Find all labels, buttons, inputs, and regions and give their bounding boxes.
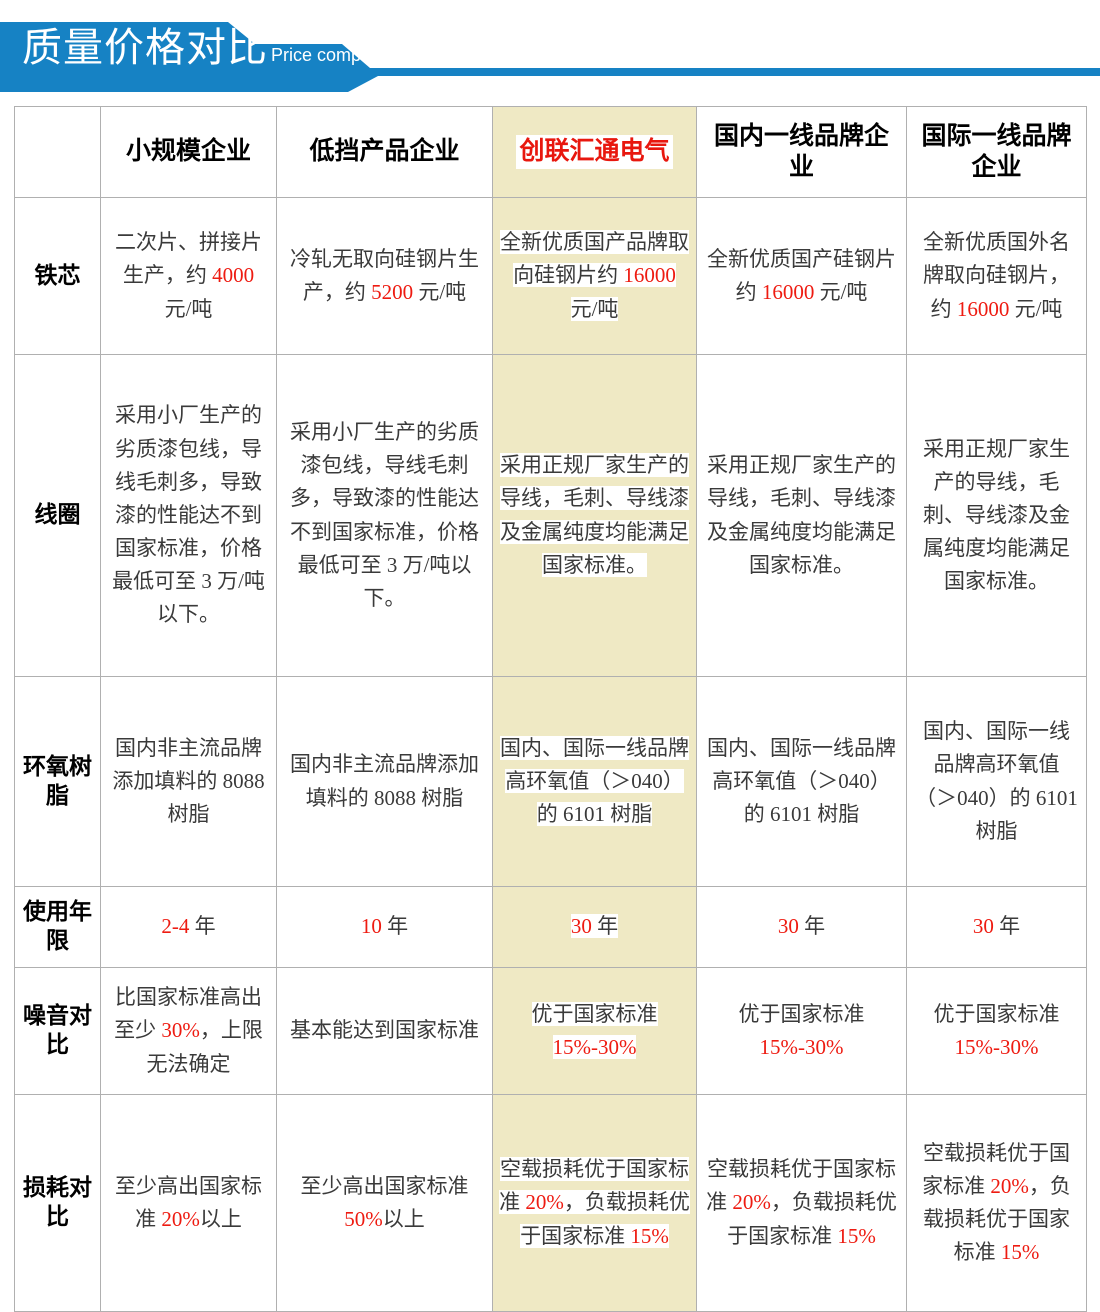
cell-core-low-grade: 冷轧无取向硅钢片生产，约 5200 元/吨 — [276, 197, 493, 355]
header-label: 低挡产品企业 — [309, 138, 460, 166]
cell-coil-chuanglian: 采用正规厂家生产的导线，毛刺、导线漆及金属纯度均能满足国家标准。 — [492, 354, 697, 677]
cell-noise-domestic-top: 优于国家标准 15%-30% — [696, 967, 907, 1095]
cell-loss-low-grade: 至少高出国家标准 50%以上 — [276, 1094, 493, 1312]
cell-core-domestic-top: 全新优质国产硅钢片约 16000 元/吨 — [696, 197, 907, 355]
cell-noise-international-top: 优于国家标准 15%-30% — [906, 967, 1087, 1095]
cell-life-domestic-top: 30 年 — [696, 886, 907, 968]
cell-loss-chuanglian: 空载损耗优于国家标准 20%，负载损耗优于国家标准 15% — [492, 1094, 697, 1312]
cell-loss-small-scale: 至少高出国家标准 20%以上 — [100, 1094, 277, 1312]
cell-coil-low-grade: 采用小厂生产的劣质漆包线，导线毛刺多，导致漆的性能达不到国家标准，价格最低可至 … — [276, 354, 493, 677]
cell-epoxy-chuanglian: 国内、国际一线品牌高环氧值（＞040）的 6101 树脂 — [492, 676, 697, 887]
table-row: 使用年限 2-4 年 10 年 30 年 30 年 30 年 — [14, 886, 1087, 968]
cell-noise-chuanglian: 优于国家标准 15%-30% — [492, 967, 697, 1095]
banner-shape — [0, 22, 1100, 92]
table-row: 损耗对比 至少高出国家标准 20%以上 至少高出国家标准 50%以上 空载损耗优… — [14, 1094, 1087, 1312]
cell-life-small-scale: 2-4 年 — [100, 886, 277, 968]
cell-loss-domestic-top: 空载损耗优于国家标准 20%，负载损耗优于国家标准 15% — [696, 1094, 907, 1312]
header-label: 小规模企业 — [125, 138, 251, 166]
header-cell-corner — [14, 106, 101, 198]
cell-core-chuanglian: 全新优质国产品牌取向硅钢片约 16000 元/吨 — [492, 197, 697, 355]
cell-life-international-top: 30 年 — [906, 886, 1087, 968]
header-cell-small-scale: 小规模企业 — [100, 106, 277, 198]
cell-life-low-grade: 10 年 — [276, 886, 493, 968]
cell-noise-small-scale: 比国家标准高出至少 30%，上限无法确定 — [100, 967, 277, 1095]
row-label-noise: 噪音对比 — [14, 967, 101, 1095]
header-label: 国际一线品牌企业 — [921, 122, 1072, 181]
cell-core-small-scale: 二次片、拼接片生产，约 4000 元/吨 — [100, 197, 277, 355]
brand-name-label: 创联汇通电气 — [516, 135, 673, 169]
cell-life-chuanglian: 30 年 — [492, 886, 697, 968]
table-row: 线圈 采用小厂生产的劣质漆包线，导线毛刺多，导致漆的性能达不到国家标准，价格最低… — [14, 354, 1087, 677]
cell-core-international-top: 全新优质国外名牌取向硅钢片，约 16000 元/吨 — [906, 197, 1087, 355]
cell-epoxy-small-scale: 国内非主流品牌添加填料的 8088 树脂 — [100, 676, 277, 887]
row-label-epoxy-resin: 环氧树脂 — [14, 676, 101, 887]
table-body: 小规模企业 低挡产品企业 创联汇通电气 国内一线品牌企业 国际一线品牌企业 铁芯… — [14, 106, 1087, 1312]
cell-coil-domestic-top: 采用正规厂家生产的导线，毛刺、导线漆及金属纯度均能满足国家标准。 — [696, 354, 907, 677]
row-label-service-life: 使用年限 — [14, 886, 101, 968]
row-label-core: 铁芯 — [14, 197, 101, 355]
table-row: 噪音对比 比国家标准高出至少 30%，上限无法确定 基本能达到国家标准 优于国家… — [14, 967, 1087, 1095]
page-subtitle: Price comparison — [271, 45, 411, 65]
cell-epoxy-low-grade: 国内非主流品牌添加填料的 8088 树脂 — [276, 676, 493, 887]
cell-epoxy-international-top: 国内、国际一线品牌高环氧值（＞040）的 6101 树脂 — [906, 676, 1087, 887]
header-label: 国内一线品牌企业 — [713, 122, 889, 181]
page-banner: 质量价格对比 Price comparison — [0, 0, 1100, 92]
page-title: 质量价格对比 — [22, 26, 268, 70]
cell-coil-international-top: 采用正规厂家生产的导线，毛刺、导线漆及金属纯度均能满足国家标准。 — [906, 354, 1087, 677]
table-row: 环氧树脂 国内非主流品牌添加填料的 8088 树脂 国内非主流品牌添加填料的 8… — [14, 676, 1087, 887]
cell-noise-low-grade: 基本能达到国家标准 — [276, 967, 493, 1095]
header-cell-chuanglian: 创联汇通电气 — [492, 106, 697, 198]
comparison-table-container: 小规模企业 低挡产品企业 创联汇通电气 国内一线品牌企业 国际一线品牌企业 铁芯… — [14, 106, 1087, 1312]
table-row: 铁芯 二次片、拼接片生产，约 4000 元/吨 冷轧无取向硅钢片生产，约 520… — [14, 197, 1087, 355]
cell-loss-international-top: 空载损耗优于国家标准 20%，负载损耗优于国家标准 15% — [906, 1094, 1087, 1312]
row-label-loss: 损耗对比 — [14, 1094, 101, 1312]
header-cell-domestic-top: 国内一线品牌企业 — [696, 106, 907, 198]
cell-coil-small-scale: 采用小厂生产的劣质漆包线，导线毛刺多，导致漆的性能达不到国家标准，价格最低可至 … — [100, 354, 277, 677]
cell-epoxy-domestic-top: 国内、国际一线品牌高环氧值（＞040）的 6101 树脂 — [696, 676, 907, 887]
header-cell-international-top: 国际一线品牌企业 — [906, 106, 1087, 198]
header-cell-low-grade: 低挡产品企业 — [276, 106, 493, 198]
row-label-coil: 线圈 — [14, 354, 101, 677]
comparison-table: 小规模企业 低挡产品企业 创联汇通电气 国内一线品牌企业 国际一线品牌企业 铁芯… — [14, 106, 1087, 1312]
banner-title-group: 质量价格对比 Price comparison — [22, 28, 410, 68]
table-header-row: 小规模企业 低挡产品企业 创联汇通电气 国内一线品牌企业 国际一线品牌企业 — [14, 106, 1087, 198]
